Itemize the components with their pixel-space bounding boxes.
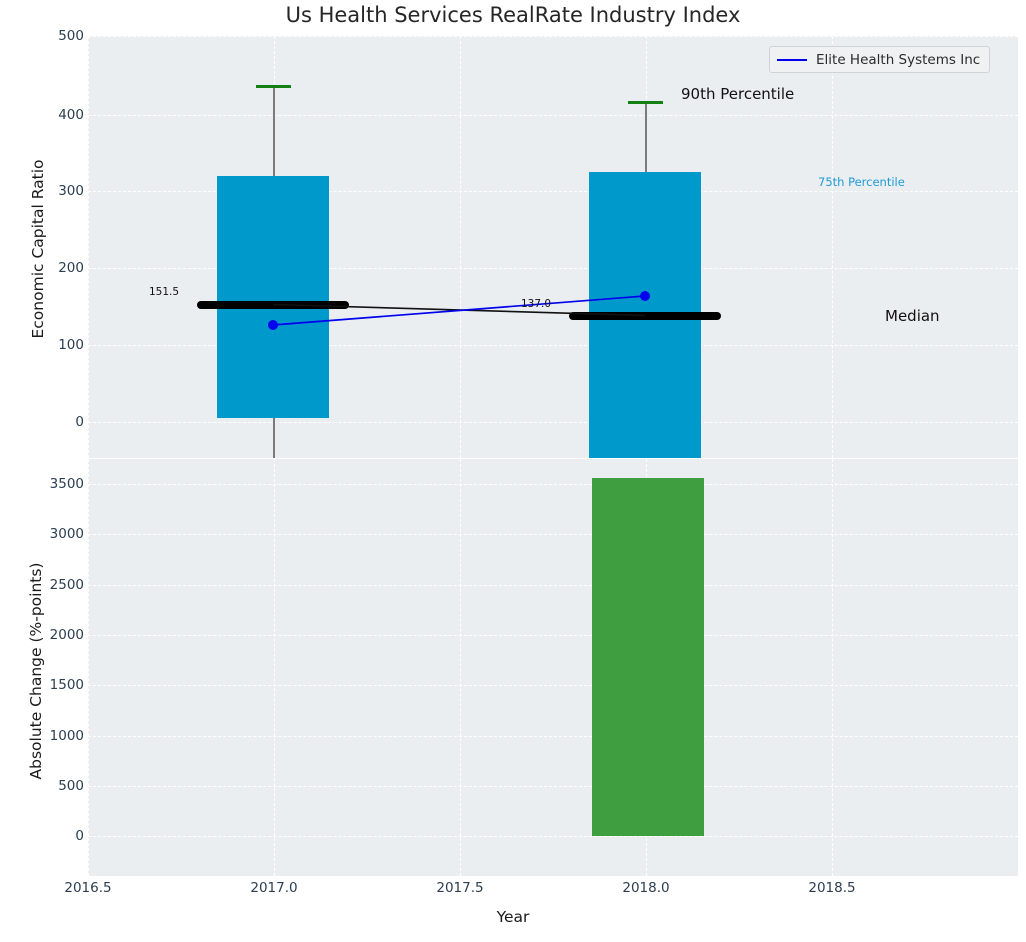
whisker-cap-high-2017 bbox=[256, 85, 291, 89]
gridline-y-2500 bbox=[88, 585, 1018, 586]
ytick-top-0: 0 bbox=[75, 414, 84, 430]
xtick-2018-5: 2018.5 bbox=[808, 880, 856, 896]
ytick-bottom-2000: 2000 bbox=[49, 627, 84, 643]
gridline-y-200 bbox=[88, 268, 1018, 269]
gridline-x-2017-0-bottom bbox=[274, 459, 275, 876]
ytick-bottom-1000: 1000 bbox=[49, 728, 84, 744]
xtick-2018-0: 2018.0 bbox=[622, 880, 670, 896]
gridline-y-3500 bbox=[88, 484, 1018, 485]
chart-legend[interactable]: Elite Health Systems Inc bbox=[769, 46, 991, 73]
median-label-2018: 137.0 bbox=[521, 298, 552, 310]
gridline-y-500 bbox=[88, 786, 1018, 787]
xtick-2016-5: 2016.5 bbox=[64, 880, 112, 896]
gridline-y-300 bbox=[88, 191, 1018, 192]
annotation-75th-percentile: 75th Percentile bbox=[818, 175, 905, 189]
y-axis-label-bottom: Absolute Change (%-points) bbox=[27, 562, 45, 780]
gridline-x-2016-5 bbox=[88, 36, 89, 458]
gridline-y-1500 bbox=[88, 685, 1018, 686]
ytick-top-500: 500 bbox=[58, 28, 84, 44]
ytick-bottom-0: 0 bbox=[75, 828, 84, 844]
xtick-2017-5: 2017.5 bbox=[436, 880, 484, 896]
median-bar-2017 bbox=[197, 301, 349, 309]
ytick-top-200: 200 bbox=[58, 260, 84, 276]
chart-title: Us Health Services RealRate Industry Ind… bbox=[285, 3, 741, 27]
ytick-top-400: 400 bbox=[58, 107, 84, 123]
gridline-y-0-bottom bbox=[88, 836, 1018, 837]
median-label-2017: 151.5 bbox=[149, 286, 180, 298]
gridline-y-100 bbox=[88, 345, 1018, 346]
iqr-bar-2017 bbox=[217, 176, 329, 418]
median-bar-2018 bbox=[569, 312, 721, 320]
annotation-90th-percentile: 90th Percentile bbox=[681, 85, 795, 103]
ytick-bottom-2500: 2500 bbox=[49, 577, 84, 593]
gridline-y-0 bbox=[88, 422, 1018, 423]
ytick-bottom-500: 500 bbox=[58, 778, 84, 794]
x-axis-label: Year bbox=[496, 908, 530, 926]
ytick-top-300: 300 bbox=[58, 183, 84, 199]
gridline-y-2000 bbox=[88, 635, 1018, 636]
legend-line-swatch bbox=[777, 58, 807, 61]
ytick-bottom-3000: 3000 bbox=[49, 526, 84, 542]
gridline-x-2016-5-bottom bbox=[88, 459, 89, 876]
absolute-change-bar-2018 bbox=[592, 478, 704, 836]
y-axis-label-top: Economic Capital Ratio bbox=[29, 159, 47, 339]
plot-area-absolute-change bbox=[88, 459, 1018, 876]
gridline-y-3000 bbox=[88, 534, 1018, 535]
ytick-bottom-3500: 3500 bbox=[49, 476, 84, 492]
gridline-x-2018-5-bottom bbox=[832, 459, 833, 876]
legend-label-elite-health-systems-inc: Elite Health Systems Inc bbox=[816, 51, 981, 68]
ytick-bottom-1500: 1500 bbox=[49, 677, 84, 693]
gridline-y-500 bbox=[88, 36, 1018, 37]
xtick-2017-0: 2017.0 bbox=[250, 880, 298, 896]
gridline-y-400 bbox=[88, 115, 1018, 116]
gridline-x-2017-5 bbox=[460, 36, 461, 458]
gridline-x-2017-5-bottom bbox=[460, 459, 461, 876]
annotation-median: Median bbox=[885, 307, 940, 325]
ytick-top-100: 100 bbox=[58, 337, 84, 353]
gridline-x-2018-5 bbox=[832, 36, 833, 458]
gridline-y-1000 bbox=[88, 736, 1018, 737]
plot-area-economic-capital-ratio: 151.5 137.0 90th Percentile 75th Percent… bbox=[88, 36, 1018, 458]
whisker-cap-high-2018 bbox=[628, 101, 663, 105]
